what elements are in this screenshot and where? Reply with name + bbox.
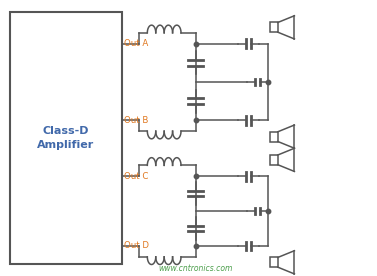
Bar bbox=[10, 12, 122, 264]
Text: Class-D
Amplifier: Class-D Amplifier bbox=[37, 126, 94, 150]
Text: Out D: Out D bbox=[124, 242, 149, 250]
Text: Out C: Out C bbox=[124, 172, 148, 181]
Text: www.cntronics.com: www.cntronics.com bbox=[159, 264, 233, 273]
Bar bbox=[270, 258, 278, 267]
Text: Out A: Out A bbox=[124, 39, 148, 48]
Text: Out B: Out B bbox=[124, 116, 148, 125]
Bar bbox=[270, 132, 278, 142]
Bar bbox=[270, 155, 278, 165]
Bar bbox=[270, 22, 278, 32]
